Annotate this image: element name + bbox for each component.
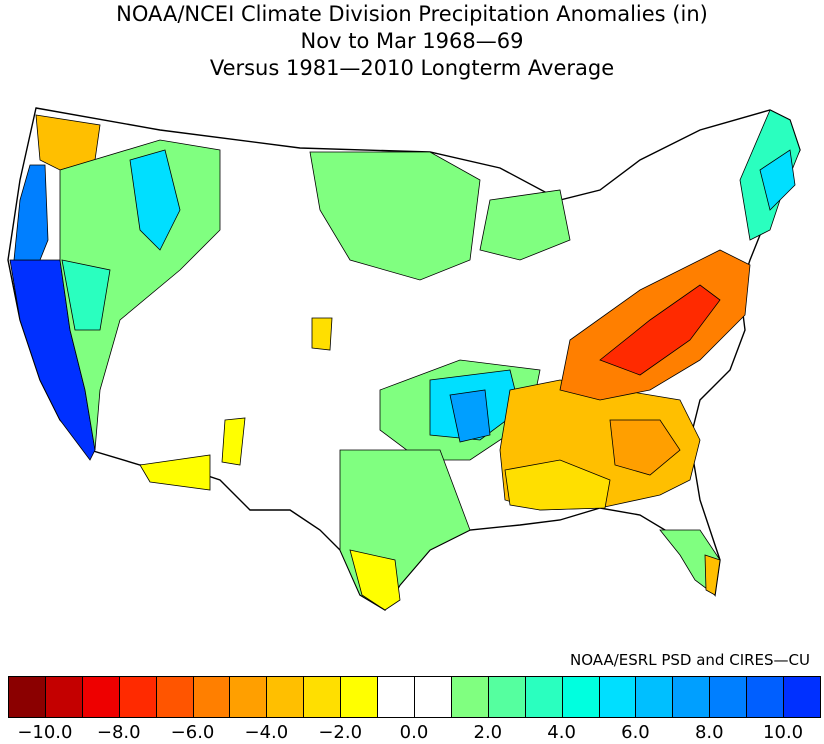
gulf-coast-dry-region [504, 459, 611, 511]
colorbar-swatch [487, 676, 526, 718]
map-period: Nov to Mar 1968—69 [300, 29, 524, 53]
colorbar-tick-label: 10.0 [763, 722, 804, 743]
colorbar-swatch [340, 676, 379, 718]
colorbar-swatch [229, 676, 268, 718]
colorbar-tick-label: 0.0 [399, 722, 429, 743]
colorbar-swatch [192, 676, 231, 718]
colorbar-tick-label: 8.0 [694, 722, 724, 743]
colorbar-swatch [118, 676, 157, 718]
colorbar-swatch [709, 676, 748, 718]
nevada-wet-region [61, 259, 111, 331]
great-lakes-wet-region [479, 189, 571, 261]
appalachian-core-dry-region [599, 284, 721, 376]
south-texas-dry-region [349, 549, 401, 611]
colorbar-tick-label: 6.0 [621, 722, 650, 743]
colorbar-swatch [524, 676, 563, 718]
maine-wet-region [759, 149, 796, 211]
colorbar-tick-label: −4.0 [244, 722, 289, 743]
colorado-dry-region [311, 317, 333, 351]
colorbar-swatch [783, 676, 821, 718]
colorbar-swatch [414, 676, 452, 718]
colorbar-tick-label: −6.0 [170, 722, 215, 743]
colorbar-tick-label: −10.0 [17, 722, 73, 743]
map-title: NOAA/NCEI Climate Division Precipitation… [116, 2, 708, 26]
colorbar-swatch [746, 676, 785, 718]
colorbar [8, 676, 821, 718]
colorbar-swatch [266, 676, 305, 718]
colorbar-swatch [44, 676, 83, 718]
colorbar-swatch [81, 676, 120, 718]
oklahoma-wet-region [449, 389, 491, 443]
colorbar-swatch [377, 676, 415, 718]
colorbar-swatch [561, 676, 600, 718]
carolina-dry-region [609, 419, 681, 476]
colorbar-tick-label: 2.0 [473, 722, 503, 743]
idaho-wet-region [129, 149, 181, 251]
colorbar-swatch [450, 676, 489, 718]
colorbar-swatch [155, 676, 194, 718]
colorbar-swatch [8, 676, 46, 718]
oregon-coast-wet-region [13, 164, 49, 261]
precipitation-anomaly-map [7, 107, 801, 611]
colorbar-swatch [672, 676, 711, 718]
florida-coast-dry-region [704, 554, 721, 596]
colorbar-tick-label: −8.0 [96, 722, 141, 743]
colorbar-tick-label: −2.0 [318, 722, 363, 743]
colorbar-swatch [303, 676, 342, 718]
credit-label: NOAA/ESRL PSD and CIRES—CU [570, 651, 810, 669]
colorbar-swatch [598, 676, 637, 718]
arizona-dry-region [139, 454, 211, 491]
north-plains-wet-region [309, 151, 481, 281]
map-baseline: Versus 1981—2010 Longterm Average [209, 56, 615, 80]
northwest-wet-region [59, 139, 221, 451]
new-mexico-dry-region [221, 417, 246, 466]
colorbar-swatch [635, 676, 674, 718]
colorbar-tick-label: 4.0 [547, 722, 576, 743]
